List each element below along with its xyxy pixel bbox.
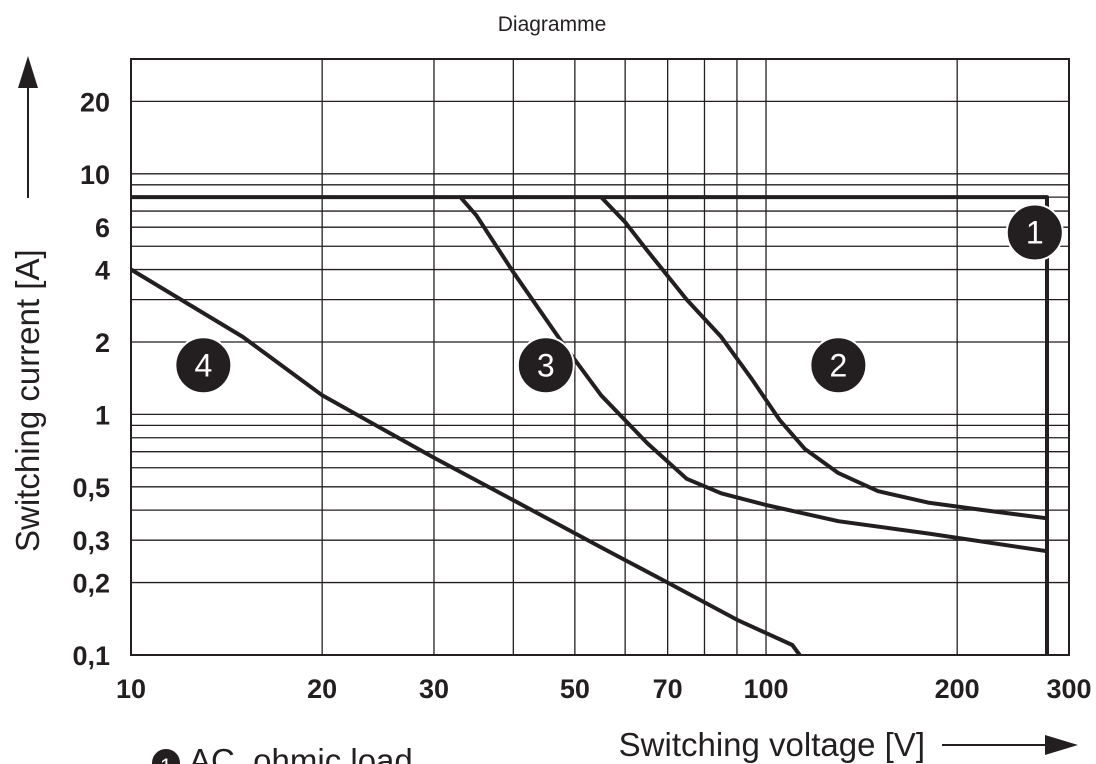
x-axis-title: Switching voltage [V] (619, 726, 925, 763)
legend-entry-1: 1 AC, ohmic load (150, 742, 413, 764)
legend-badge-label: 1 (160, 754, 172, 764)
y-axis-title: Switching current [A] (9, 249, 46, 552)
y-tick-label: 6 (95, 213, 110, 243)
badge-2: 2 (809, 336, 868, 395)
x-axis-arrow-head (1045, 735, 1078, 755)
badge-circle (516, 336, 575, 395)
x-tick-label: 200 (935, 674, 980, 704)
curve-3 (458, 195, 1048, 554)
badge-label: 4 (194, 347, 212, 383)
x-tick-label: 300 (1046, 674, 1091, 704)
y-axis-arrow-head (18, 56, 38, 88)
x-tick-label: 100 (743, 674, 788, 704)
x-tick-label: 10 (116, 674, 146, 704)
badge-circle (174, 336, 233, 395)
y-tick-label: 20 (80, 87, 110, 117)
y-tick-label: 10 (80, 160, 110, 190)
curve-badges: 1 2 3 4 (174, 203, 1064, 395)
y-tick-label: 0,3 (72, 526, 110, 556)
y-tick-label: 0,1 (72, 641, 110, 671)
curve-2 (599, 195, 1048, 521)
x-tick-label: 30 (419, 674, 449, 704)
y-tick-label: 0,2 (72, 569, 110, 599)
curves (129, 195, 1049, 657)
y-tick-label: 2 (95, 328, 110, 358)
badge-3: 3 (516, 336, 575, 395)
y-tick-label: 0,5 (72, 473, 110, 503)
x-tick-label: 70 (653, 674, 683, 704)
badge-1: 1 (1005, 203, 1064, 262)
badge-label: 2 (829, 347, 847, 383)
badge-circle (809, 336, 868, 395)
badge-label: 3 (537, 347, 555, 383)
x-tick-label: 20 (307, 674, 337, 704)
y-tick-label: 4 (95, 256, 110, 286)
badge-circle (1005, 203, 1064, 262)
curve-4 (129, 267, 802, 657)
curve-1 (131, 195, 1049, 655)
plot-frame (130, 58, 1070, 656)
chart-title: Diagramme (498, 13, 607, 36)
y-tick-labels: 0,1 0,2 0,3 0,5 1 2 4 6 10 20 (72, 87, 110, 671)
y-tick-label: 1 (95, 400, 110, 430)
legend-text: AC, ohmic load (189, 742, 413, 764)
badge-4: 4 (174, 336, 233, 395)
x-tick-label: 50 (560, 674, 590, 704)
badge-label: 1 (1026, 215, 1044, 251)
legend-badge-circle (150, 747, 182, 764)
x-tick-labels: 10 20 30 50 70 100 200 300 (116, 674, 1092, 704)
